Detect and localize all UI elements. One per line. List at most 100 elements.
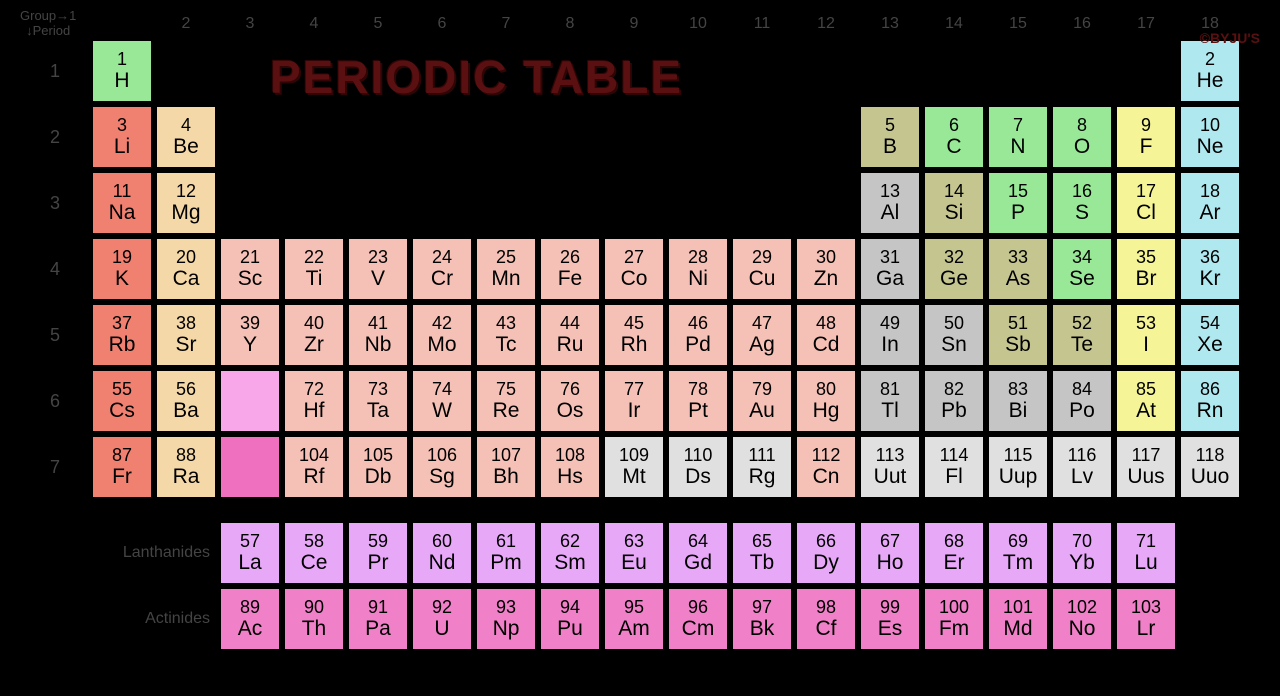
element-symbol: Es: [878, 617, 903, 641]
element-Ba: 56Ba: [155, 369, 217, 433]
element-symbol: Hs: [557, 465, 583, 489]
title: PERIODIC TABLE: [270, 50, 683, 104]
element-symbol: Rn: [1197, 399, 1224, 423]
atomic-number: 52: [1072, 313, 1092, 334]
element-symbol: La: [238, 551, 261, 575]
atomic-number: 91: [368, 597, 388, 618]
element-Sn: 50Sn: [923, 303, 985, 367]
atomic-number: 1: [117, 49, 127, 70]
element-symbol: Li: [114, 135, 130, 159]
element-Tc: 43Tc: [475, 303, 537, 367]
element-symbol: Nb: [365, 333, 392, 357]
element-Pt: 78Pt: [667, 369, 729, 433]
atomic-number: 80: [816, 379, 836, 400]
element-Er: 68Er: [923, 521, 985, 585]
atomic-number: 55: [112, 379, 132, 400]
atomic-number: 34: [1072, 247, 1092, 268]
element-symbol: S: [1075, 201, 1089, 225]
element-Os: 76Os: [539, 369, 601, 433]
element-Si: 14Si: [923, 171, 985, 235]
period-label-7: 7: [20, 434, 90, 500]
element-symbol: Th: [302, 617, 327, 641]
element-Cf: 98Cf: [795, 587, 857, 651]
group-header-11: 11: [730, 10, 794, 38]
element-symbol: Sc: [238, 267, 263, 291]
atomic-number: 56: [176, 379, 196, 400]
element-Cn: 112Cn: [795, 435, 857, 499]
atomic-number: 115: [1004, 445, 1033, 466]
element-symbol: Ag: [749, 333, 775, 357]
atomic-number: 68: [944, 531, 964, 552]
element-symbol: Cl: [1136, 201, 1156, 225]
atomic-number: 16: [1072, 181, 1092, 202]
element-symbol: Rh: [621, 333, 648, 357]
element-symbol: Lr: [1137, 617, 1156, 641]
element-symbol: Pt: [688, 399, 708, 423]
element-Xe: 54Xe: [1179, 303, 1241, 367]
element-Rb: 37Rb: [91, 303, 153, 367]
atomic-number: 53: [1136, 313, 1156, 334]
element-Bh: 107Bh: [475, 435, 537, 499]
atomic-number: 4: [181, 115, 191, 136]
element-Co: 27Co: [603, 237, 665, 301]
element-Rf: 104Rf: [283, 435, 345, 499]
element-symbol: Xe: [1197, 333, 1223, 357]
element-symbol: Tb: [750, 551, 775, 575]
atomic-number: 5: [885, 115, 895, 136]
atomic-number: 9: [1141, 115, 1151, 136]
atomic-number: 54: [1200, 313, 1220, 334]
element-Cr: 24Cr: [411, 237, 473, 301]
atomic-number: 67: [880, 531, 900, 552]
element-symbol: F: [1140, 135, 1153, 159]
element-symbol: Ra: [173, 465, 200, 489]
atomic-number: 45: [624, 313, 644, 334]
element-symbol: Pa: [365, 617, 391, 641]
element-Ta: 73Ta: [347, 369, 409, 433]
element-symbol: Cs: [109, 399, 135, 423]
element-Cm: 96Cm: [667, 587, 729, 651]
atomic-number: 73: [368, 379, 388, 400]
element-O: 8O: [1051, 105, 1113, 169]
atomic-number: 116: [1068, 445, 1097, 466]
element-Hg: 80Hg: [795, 369, 857, 433]
element-Pr: 59Pr: [347, 521, 409, 585]
atomic-number: 14: [944, 181, 964, 202]
element-Rg: 111Rg: [731, 435, 793, 499]
element-Lr: 103Lr: [1115, 587, 1177, 651]
element-Te: 52Te: [1051, 303, 1113, 367]
atomic-number: 12: [176, 181, 196, 202]
element-symbol: Ne: [1197, 135, 1224, 159]
group-header-3: 3: [218, 10, 282, 38]
element-He: 2He: [1179, 39, 1241, 103]
element-symbol: Sm: [554, 551, 586, 575]
element-symbol: Fl: [945, 465, 963, 489]
element-symbol: Na: [109, 201, 136, 225]
element-C: 6C: [923, 105, 985, 169]
element-Md: 101Md: [987, 587, 1049, 651]
element-Ru: 44Ru: [539, 303, 601, 367]
element-Ra: 88Ra: [155, 435, 217, 499]
atomic-number: 70: [1072, 531, 1092, 552]
element-symbol: Ir: [628, 399, 641, 423]
element-Pm: 61Pm: [475, 521, 537, 585]
group-header-15: 15: [986, 10, 1050, 38]
element-Th: 90Th: [283, 587, 345, 651]
element-symbol: H: [114, 69, 129, 93]
atomic-number: 112: [812, 445, 841, 466]
atomic-number: 27: [624, 247, 644, 268]
element-symbol: Rb: [109, 333, 136, 357]
element-symbol: Ba: [173, 399, 199, 423]
element-symbol: Pb: [941, 399, 967, 423]
atomic-number: 94: [560, 597, 580, 618]
element-Es: 99Es: [859, 587, 921, 651]
element-symbol: Si: [945, 201, 964, 225]
atomic-number: 8: [1077, 115, 1087, 136]
element-symbol: Rg: [749, 465, 776, 489]
element-As: 33As: [987, 237, 1049, 301]
element-Ir: 77Ir: [603, 369, 665, 433]
period-label-5: 5: [20, 302, 90, 368]
element-symbol: Ar: [1200, 201, 1221, 225]
period-label-1: 1: [20, 38, 90, 104]
element-symbol: Mg: [171, 201, 200, 225]
atomic-number: 110: [684, 445, 713, 466]
